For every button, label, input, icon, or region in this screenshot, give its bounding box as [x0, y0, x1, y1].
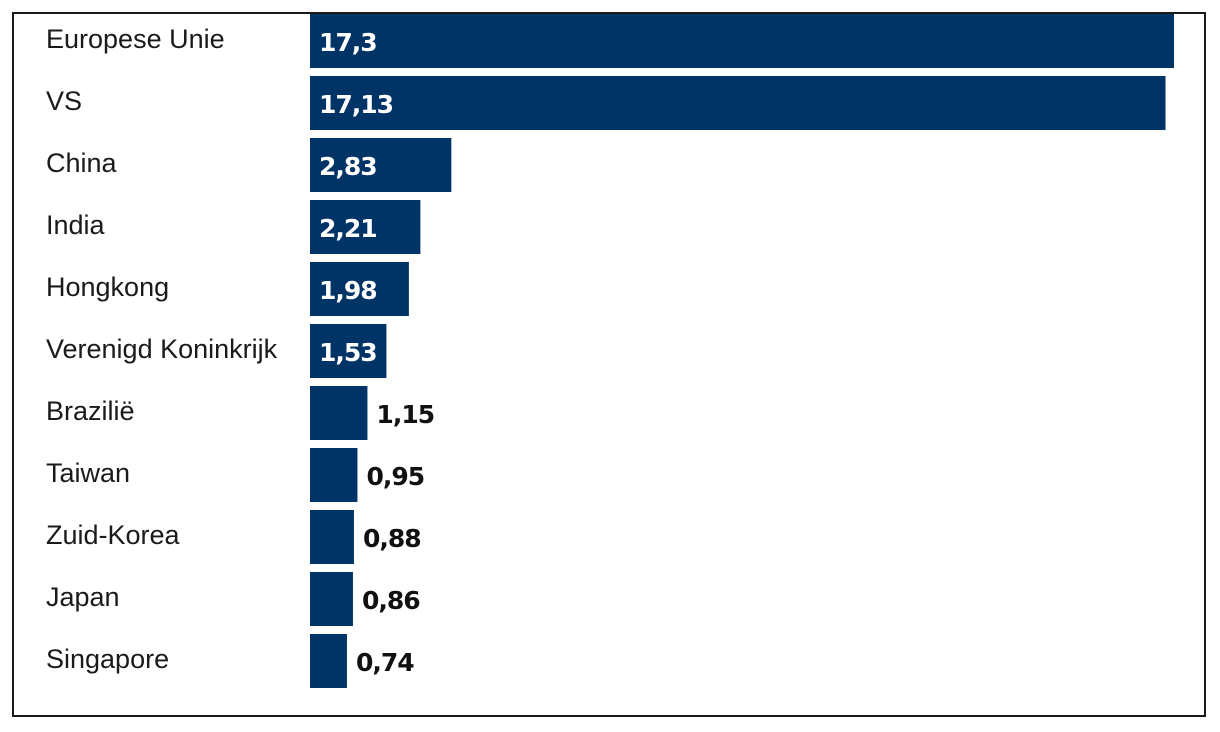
- bar-vs: [310, 76, 1166, 130]
- bar-taiwan: [310, 448, 358, 502]
- bar-brazili-: [310, 386, 368, 440]
- bar-zuid-korea: [310, 510, 354, 564]
- bar-europese-unie: [310, 14, 1174, 68]
- value-label-japan: 0,86: [362, 586, 420, 615]
- category-label-vs: VS: [46, 86, 82, 116]
- category-label-india: India: [46, 210, 106, 240]
- value-labels: 17,3 17,13 2,83 2,21 1,98 1,53 1,15 0,95 0,88 0,8…: [319, 28, 435, 677]
- bar-verenigd-koninkrijk: [310, 324, 387, 378]
- bar-china: [310, 138, 452, 192]
- value-label-vs: 17,13: [319, 90, 393, 119]
- category-label-verenigd-koninkrijk: Verenigd Koninkrijk: [46, 334, 278, 364]
- category-label-singapore: Singapore: [46, 644, 169, 674]
- value-label-china: 2,83: [319, 152, 377, 181]
- bar-japan: [310, 572, 353, 626]
- value-label-brazili-: 1,15: [376, 400, 434, 429]
- category-label-taiwan: Taiwan: [46, 458, 130, 488]
- value-label-singapore: 0,74: [356, 648, 414, 677]
- category-label-zuid-korea: Zuid-Korea: [46, 520, 181, 550]
- value-label-india: 2,21: [319, 214, 377, 243]
- category-label-brazili-: Brazilië: [46, 396, 135, 426]
- value-label-europese-unie: 17,3: [319, 28, 377, 57]
- category-label-japan: Japan: [46, 582, 120, 612]
- category-labels: Europese Unie VS China India Hongkong Verenig…: [46, 24, 278, 674]
- bar-india: [310, 200, 421, 254]
- category-label-china: China: [46, 148, 118, 178]
- category-label-europese-unie: Europese Unie: [46, 24, 225, 54]
- value-label-verenigd-koninkrijk: 1,53: [319, 338, 377, 367]
- bar-hongkong: [310, 262, 409, 316]
- bars: [310, 14, 1174, 688]
- category-label-hongkong: Hongkong: [46, 272, 169, 302]
- bar-singapore: [310, 634, 347, 688]
- chart-frame: [12, 12, 1206, 717]
- value-label-hongkong: 1,98: [319, 276, 377, 305]
- value-label-taiwan: 0,95: [366, 462, 424, 491]
- value-label-zuid-korea: 0,88: [363, 524, 421, 553]
